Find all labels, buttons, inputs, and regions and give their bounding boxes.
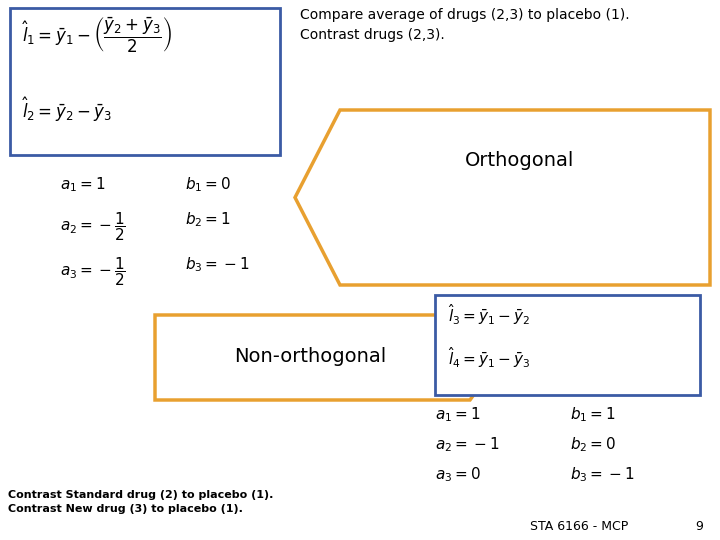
FancyBboxPatch shape — [10, 8, 280, 155]
Text: $\hat{l}_4 = \bar{y}_1 - \bar{y}_3$: $\hat{l}_4 = \bar{y}_1 - \bar{y}_3$ — [448, 345, 531, 370]
Text: Orthogonal: Orthogonal — [465, 151, 575, 170]
Text: $b_2 = 0$: $b_2 = 0$ — [570, 435, 616, 454]
Polygon shape — [295, 110, 710, 285]
Text: $\hat{l}_1 = \bar{y}_1 - \left(\dfrac{\bar{y}_2 + \bar{y}_3}{2}\right)$: $\hat{l}_1 = \bar{y}_1 - \left(\dfrac{\b… — [22, 15, 172, 55]
Text: $\hat{l}_3 = \bar{y}_1 - \bar{y}_2$: $\hat{l}_3 = \bar{y}_1 - \bar{y}_2$ — [448, 302, 531, 327]
Text: Compare average of drugs (2,3) to placebo (1).
Contrast drugs (2,3).: Compare average of drugs (2,3) to placeb… — [300, 8, 629, 42]
Polygon shape — [155, 315, 500, 400]
Text: $a_2 = -\dfrac{1}{2}$: $a_2 = -\dfrac{1}{2}$ — [60, 210, 126, 243]
Text: $b_1 = 1$: $b_1 = 1$ — [570, 405, 616, 424]
FancyBboxPatch shape — [435, 295, 700, 395]
Text: $a_3 = 0$: $a_3 = 0$ — [435, 465, 481, 484]
Text: Contrast Standard drug (2) to placebo (1).
Contrast New drug (3) to placebo (1).: Contrast Standard drug (2) to placebo (1… — [8, 490, 274, 514]
Text: Non-orthogonal: Non-orthogonal — [234, 348, 386, 367]
Text: $b_3 = -1$: $b_3 = -1$ — [570, 465, 634, 484]
Text: $a_2 = -1$: $a_2 = -1$ — [435, 435, 499, 454]
Text: $a_3 = -\dfrac{1}{2}$: $a_3 = -\dfrac{1}{2}$ — [60, 255, 126, 288]
Text: $b_1 = 0$: $b_1 = 0$ — [185, 175, 231, 194]
Text: $a_1 = 1$: $a_1 = 1$ — [435, 405, 480, 424]
Text: $b_2 = 1$: $b_2 = 1$ — [185, 210, 231, 229]
Text: $b_3 = -1$: $b_3 = -1$ — [185, 255, 250, 274]
Text: STA 6166 - MCP: STA 6166 - MCP — [530, 520, 629, 533]
Text: $a_1 = 1$: $a_1 = 1$ — [60, 175, 106, 194]
Text: $\hat{l}_2 = \bar{y}_2 - \bar{y}_3$: $\hat{l}_2 = \bar{y}_2 - \bar{y}_3$ — [22, 95, 112, 124]
Text: 9: 9 — [695, 520, 703, 533]
